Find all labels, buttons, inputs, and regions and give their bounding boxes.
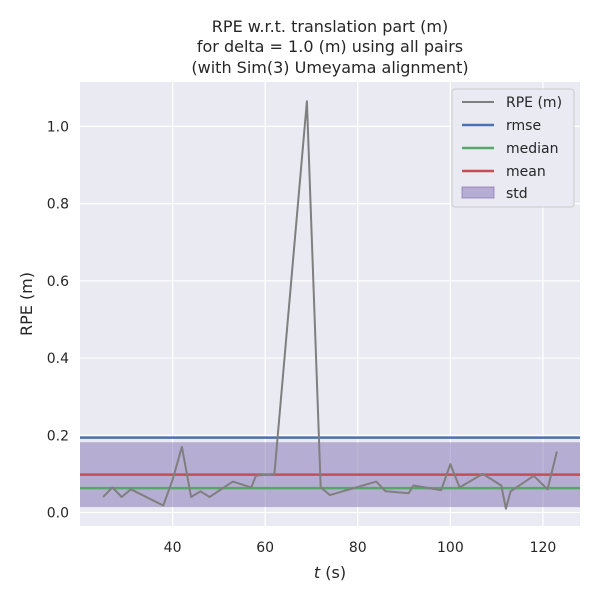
legend-label-mean: mean (506, 164, 546, 180)
legend-label-rmse: rmse (506, 118, 541, 134)
x-tick-label: 120 (530, 540, 557, 556)
chart-title: RPE w.r.t. translation part (m) for delt… (191, 17, 468, 77)
title-line-3: (with Sim(3) Umeyama alignment) (191, 58, 468, 77)
legend-box (451, 88, 575, 208)
x-tick-label: 100 (437, 540, 464, 556)
y-tick-label: 1.0 (47, 119, 69, 135)
legend-swatch-std (461, 186, 495, 199)
legend-label-median: median (506, 141, 558, 157)
y-axis-label: RPE (m) (17, 272, 36, 336)
x-tick-label: 40 (164, 540, 182, 556)
series-layer (102, 100, 558, 510)
x-tick-label: 60 (256, 540, 274, 556)
x-axis-label: t (s) (314, 563, 346, 582)
y-tick-label: 0.6 (47, 274, 69, 290)
title-line-2: for delta = 1.0 (m) using all pairs (197, 37, 463, 56)
stat-lines-layer (80, 436, 580, 490)
legend-label-std: std (506, 186, 528, 202)
legend: RPE (m) rmse median mean std (451, 88, 575, 208)
x-tick-label: 80 (349, 540, 367, 556)
rpe-series-line (102, 100, 558, 510)
y-tick-label: 0.8 (47, 197, 69, 213)
tick-labels: 40 60 80 100 120 0.0 0.2 0.4 0.6 0.8 1.0 (47, 119, 557, 556)
y-tick-label: 0.2 (47, 428, 69, 444)
x-axis-label-unit: (s) (320, 563, 346, 582)
x-axis-label-var: t (314, 563, 321, 582)
title-line-1: RPE w.r.t. translation part (m) (212, 17, 448, 36)
y-tick-label: 0.4 (47, 351, 69, 367)
legend-label-rpe: RPE (m) (506, 95, 562, 111)
y-tick-label: 0.0 (47, 505, 69, 521)
